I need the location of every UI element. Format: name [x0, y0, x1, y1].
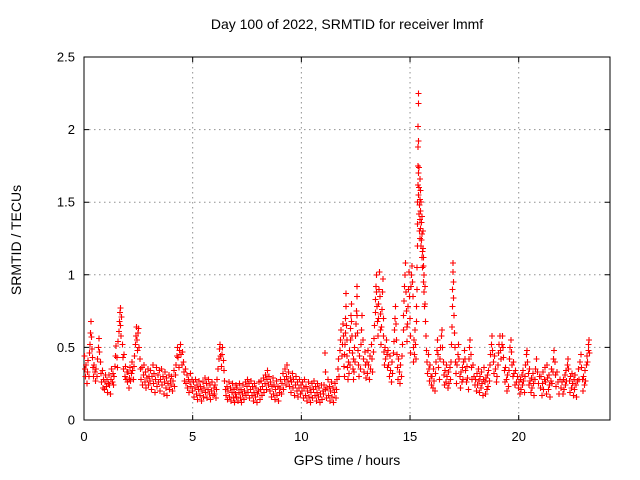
data-points	[81, 90, 593, 406]
chart-title: Day 100 of 2022, SRMTID for receiver lmm…	[210, 16, 484, 32]
plot-border	[83, 56, 611, 421]
grid-lines	[84, 57, 610, 420]
y-tick-label: 1	[68, 267, 75, 282]
y-tick-label: 2	[68, 122, 75, 137]
x-tick-label: 15	[403, 429, 417, 444]
y-tick-label: 0.5	[57, 340, 75, 355]
y-tick-label: 1.5	[57, 195, 75, 210]
x-axis-label: GPS time / hours	[293, 452, 401, 468]
x-tick-label: 0	[80, 429, 87, 444]
x-tick-label: 10	[294, 429, 308, 444]
y-tick-label: 2.5	[57, 50, 75, 65]
x-tick-label: 20	[511, 429, 525, 444]
x-tick-label: 5	[189, 429, 196, 444]
y-tick-label: 0	[68, 413, 75, 428]
tick-marks	[83, 56, 610, 421]
